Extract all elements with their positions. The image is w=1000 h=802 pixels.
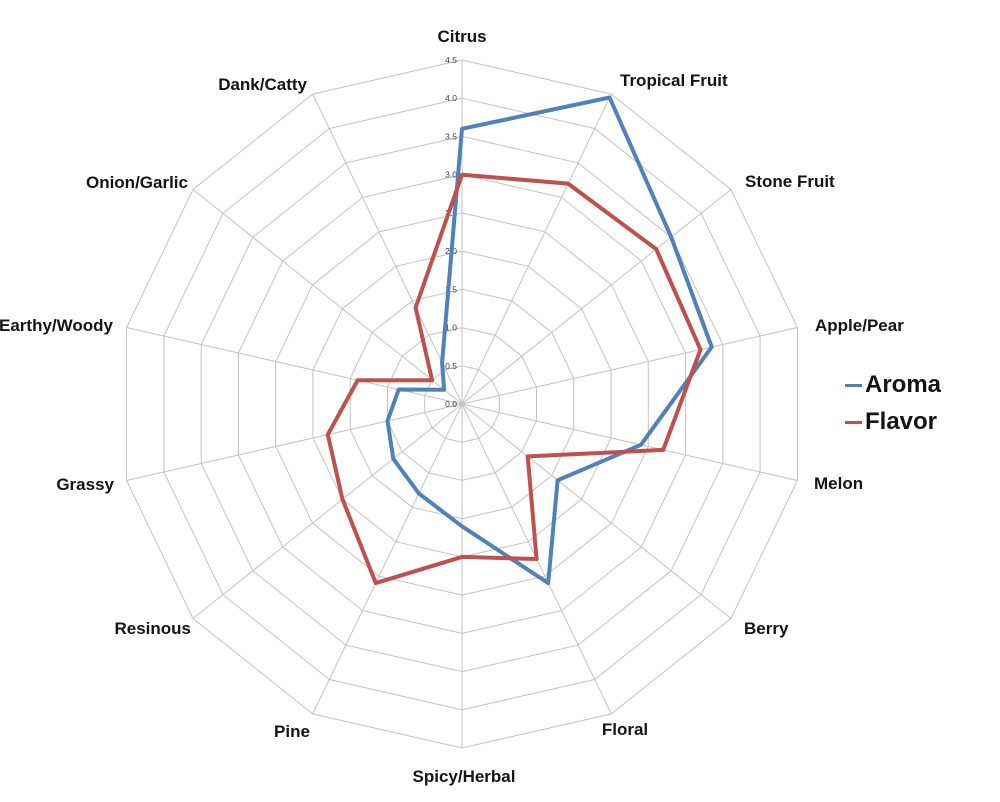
category-label-apple-pear: Apple/Pear [815, 316, 904, 335]
grid-spoke [461, 327, 798, 405]
category-label-pine: Pine [274, 722, 310, 741]
grid-spoke [461, 189, 732, 405]
flavor-series-line[interactable] [325, 172, 703, 586]
legend-item-flavor[interactable]: Flavor [845, 408, 941, 436]
aroma-legend-line-swatch [845, 383, 862, 387]
category-label-grassy: Grassy [56, 475, 114, 494]
radial-tick-label: 0.5 [445, 361, 457, 371]
radial-tick-label: 4.5 [445, 55, 457, 65]
category-label-berry: Berry [744, 619, 789, 638]
legend-label-aroma: Aroma [865, 371, 942, 398]
category-label-earthy-woody: Earthy/Woody [0, 316, 114, 335]
radial-tick-label: 3.5 [445, 131, 457, 141]
grid-spoke [461, 93, 612, 405]
category-label-citrus: Citrus [437, 27, 486, 46]
radial-tick-label: 2.5 [445, 208, 457, 218]
category-label-tropical-fruit: Tropical Fruit [620, 71, 728, 90]
radial-tick-label: 3.0 [445, 170, 457, 180]
category-label-melon: Melon [814, 474, 863, 493]
grid-spoke [192, 403, 463, 619]
grid-spoke [192, 189, 463, 405]
category-label-onion-garlic: Onion/Garlic [86, 173, 188, 192]
radial-tick-label: 1.0 [445, 323, 457, 333]
category-label-floral: Floral [602, 720, 648, 739]
flavor-legend-line-swatch [845, 420, 862, 424]
radial-tick-label: 4.0 [445, 93, 457, 103]
grid-spoke [126, 327, 463, 405]
radial-tick-label: 0.0 [445, 399, 457, 409]
category-label-dank-catty: Dank/Catty [218, 75, 307, 94]
category-label-spicy-herbal: Spicy/Herbal [413, 767, 516, 786]
radial-tick-label: 1.5 [445, 284, 457, 294]
grid-spoke [461, 403, 732, 619]
category-label-stone-fruit: Stone Fruit [745, 172, 835, 191]
category-label-resinous: Resinous [114, 619, 191, 638]
grid-spoke [126, 403, 463, 481]
grid-spoke [312, 403, 463, 715]
legend-item-aroma[interactable]: Aroma [845, 371, 941, 399]
grid-spoke [312, 93, 463, 405]
legend-label-flavor: Flavor [865, 408, 938, 435]
legend: Aroma Flavor [845, 371, 941, 436]
aroma-series-line[interactable] [385, 95, 714, 586]
grid-spoke [461, 403, 798, 481]
